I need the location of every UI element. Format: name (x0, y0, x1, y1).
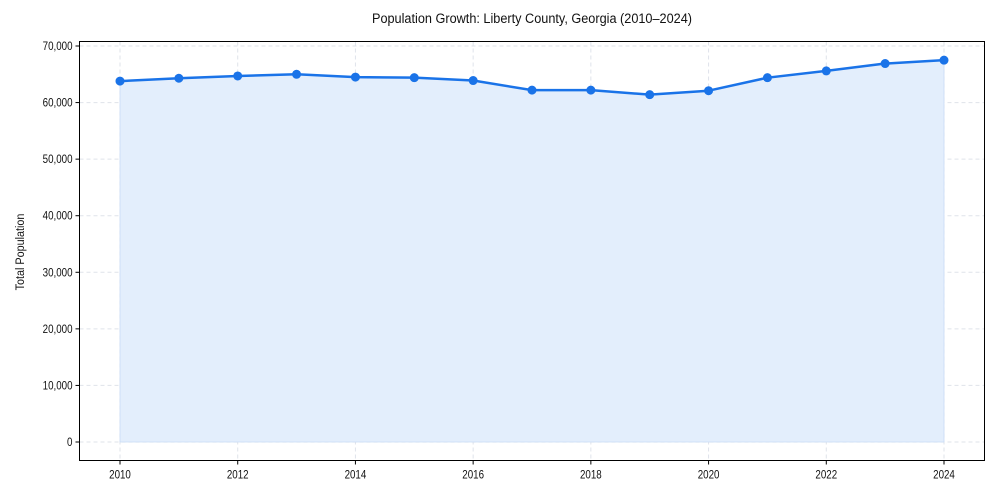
data-point (586, 85, 596, 95)
y-tick-label: 10,000 (43, 380, 73, 393)
y-tick-label: 20,000 (43, 323, 73, 336)
y-axis-ticks: 0 10,000 20,000 30,000 40,000 50,000 60,000 70,… (43, 40, 80, 449)
x-tick-label: 2020 (698, 469, 720, 482)
data-point (762, 73, 772, 83)
y-tick-label: 0 (67, 436, 72, 449)
x-tick-label: 2022 (815, 469, 837, 482)
plot-frame (79, 41, 985, 461)
chart-title: Population Growth: Liberty County, Georg… (371, 11, 693, 26)
data-point (409, 73, 419, 83)
x-tick-label: 2018 (580, 469, 602, 482)
data-point (350, 72, 360, 82)
y-axis-label: Total Population (15, 214, 28, 291)
data-point (939, 55, 949, 65)
y-tick-label: 40,000 (43, 210, 73, 223)
y-tick-label: 60,000 (43, 97, 73, 110)
data-point (821, 66, 831, 76)
y-tick-label: 50,000 (43, 153, 73, 166)
y-tick-label: 70,000 (43, 40, 73, 53)
x-tick-label: 2024 (933, 469, 955, 482)
x-tick-label: 2010 (109, 469, 131, 482)
area-fill (119, 59, 945, 443)
data-point (527, 85, 537, 95)
x-tick-label: 2014 (345, 469, 367, 482)
y-tick-label: 30,000 (43, 267, 73, 280)
data-point (115, 76, 125, 86)
data-point (174, 73, 184, 83)
x-tick-label: 2012 (227, 469, 249, 482)
x-axis-ticks: 2010 2012 2014 2016 2018 2020 2022 2024 (109, 460, 955, 482)
x-tick-label: 2016 (462, 469, 484, 482)
data-point (880, 59, 890, 69)
area-path (119, 59, 945, 443)
data-point (468, 76, 478, 86)
data-point (292, 69, 302, 79)
data-point (704, 86, 714, 96)
data-points (115, 55, 949, 100)
data-point (645, 90, 655, 100)
data-point (233, 71, 243, 81)
